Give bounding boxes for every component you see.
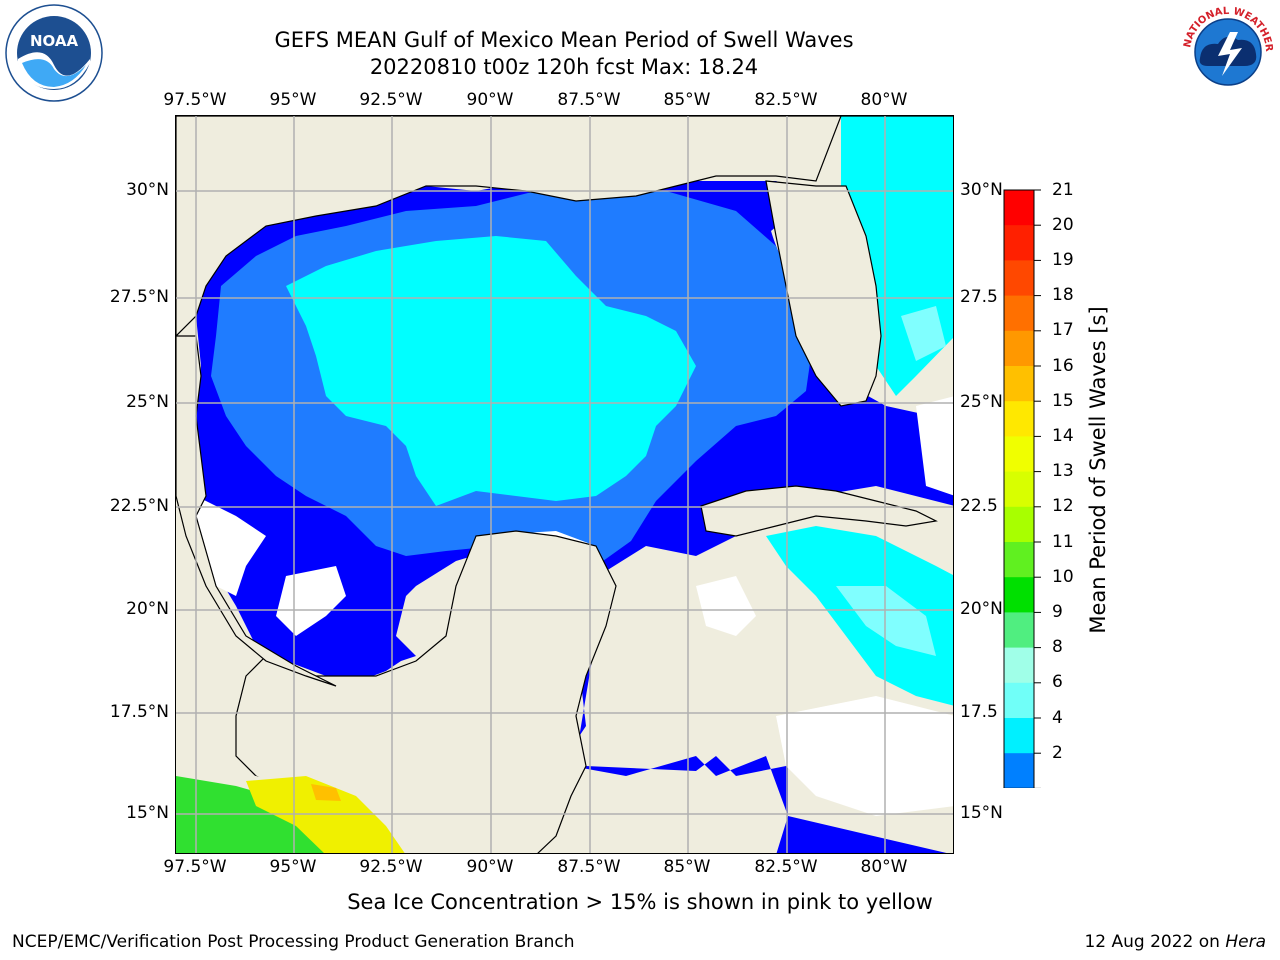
lat-label-left: 22.5°N [109,496,169,516]
lon-label-top: 80°W [860,90,908,110]
lon-label-bottom: 82.5°W [754,857,818,877]
noaa-logo: NOAA [4,3,104,107]
lon-label-bottom: 95°W [269,857,317,877]
lat-label-right: 15°N [960,803,1003,823]
colorbar-segment [1004,753,1034,789]
footer-host: Hera [1225,932,1266,952]
lat-label-right: 17.5 [960,702,998,722]
lat-label-left: 25°N [126,392,169,412]
colorbar-tick: 14 [1052,426,1074,446]
colorbar-segment [1004,577,1034,613]
colorbar-tick: 12 [1052,496,1074,516]
colorbar-tick: 11 [1052,532,1074,552]
lat-label-left: 15°N [126,803,169,823]
land-us-coast [176,116,953,337]
colorbar-tick: 9 [1052,602,1063,622]
lon-label-top: 97.5°W [163,90,227,110]
colorbar [1003,188,1041,818]
colorbar-tick: 13 [1052,461,1074,481]
colorbar-tick: 6 [1052,672,1063,692]
lat-label-left: 30°N [126,180,169,200]
lat-label-left: 27.5°N [109,287,169,307]
lon-label-bottom: 92.5°W [359,857,423,877]
colorbar-segment [1004,401,1034,437]
lat-label-right: 25°N [960,392,1003,412]
map-panel[interactable] [175,115,954,854]
footer-credit: NCEP/EMC/Verification Post Processing Pr… [12,932,575,952]
colorbar-segment [1004,542,1034,578]
colorbar-tick: 21 [1052,180,1074,200]
lon-label-top: 95°W [269,90,317,110]
lon-label-bottom: 97.5°W [163,857,227,877]
lon-label-top: 92.5°W [359,90,423,110]
footer-date-text: 12 Aug 2022 on [1084,932,1226,952]
colorbar-segment [1004,190,1034,226]
colorbar-segment [1004,506,1034,543]
land-cuba [700,485,938,537]
lon-label-top: 90°W [466,90,514,110]
colorbar-tick: 4 [1052,708,1063,728]
nws-logo: NATIONAL WEATHER SERVICE [1174,0,1278,106]
lon-label-top: 85°W [663,90,711,110]
colorbar-tick: 18 [1052,285,1074,305]
colorbar-segment [1004,225,1034,261]
colorbar-tick: 17 [1052,320,1074,340]
sea-ice-note: Sea Ice Concentration > 15% is shown in … [347,890,933,914]
colorbar-segment [1004,295,1034,332]
colorbar-segment [1004,260,1034,297]
ice-orange-spot [311,784,341,801]
lon-label-bottom: 90°W [466,857,514,877]
no-data-west-coast [196,496,266,596]
colorbar-tick: 20 [1052,215,1074,235]
colorbar-tick: 15 [1052,391,1074,411]
map-title: GEFS MEAN Gulf of Mexico Mean Period of … [274,28,854,52]
lon-label-bottom: 87.5°W [557,857,621,877]
lat-label-left: 20°N [126,599,169,619]
swell-band-8-9-caribbean [836,586,936,656]
lat-label-right: 22.5 [960,496,998,516]
lon-label-top: 82.5°W [754,90,818,110]
lat-label-right: 27.5 [960,287,998,307]
colorbar-tick: 10 [1052,567,1074,587]
map-subtitle: 20220810 t00z 120h fcst Max: 18.24 [369,55,759,79]
colorbar-tick: 8 [1052,637,1063,657]
graticule [176,116,953,853]
colorbar-segment [1004,682,1034,719]
lat-label-left: 17.5°N [109,702,169,722]
no-data-caribbean-south [776,696,953,816]
lat-label-right: 30°N [960,180,1003,200]
no-data-east-florida [916,396,953,496]
colorbar-segment [1004,366,1034,402]
map-canvas [176,116,953,853]
swell-band-8-9-atlantic [901,306,946,361]
colorbar-segment [1004,612,1034,649]
colorbar-segment [1004,647,1034,684]
lon-label-bottom: 85°W [663,857,711,877]
land-yucatan [235,530,617,853]
no-data-caribbean-mid [696,576,756,636]
colorbar-segment [1004,436,1034,473]
lon-label-bottom: 80°W [860,857,908,877]
colorbar-tick: 19 [1052,250,1074,270]
lat-label-right: 20°N [960,599,1003,619]
footer-date: 12 Aug 2022 on Hera [1084,932,1266,952]
colorbar-tick: 2 [1052,743,1063,763]
lon-label-top: 87.5°W [557,90,621,110]
svg-text:NOAA: NOAA [30,32,79,50]
colorbar-segment [1004,471,1034,508]
colorbar-segment [1004,718,1034,754]
colorbar-tick: 16 [1052,356,1074,376]
colorbar-label: Mean Period of Swell Waves [s] [1086,306,1110,634]
colorbar-segment [1004,330,1034,367]
